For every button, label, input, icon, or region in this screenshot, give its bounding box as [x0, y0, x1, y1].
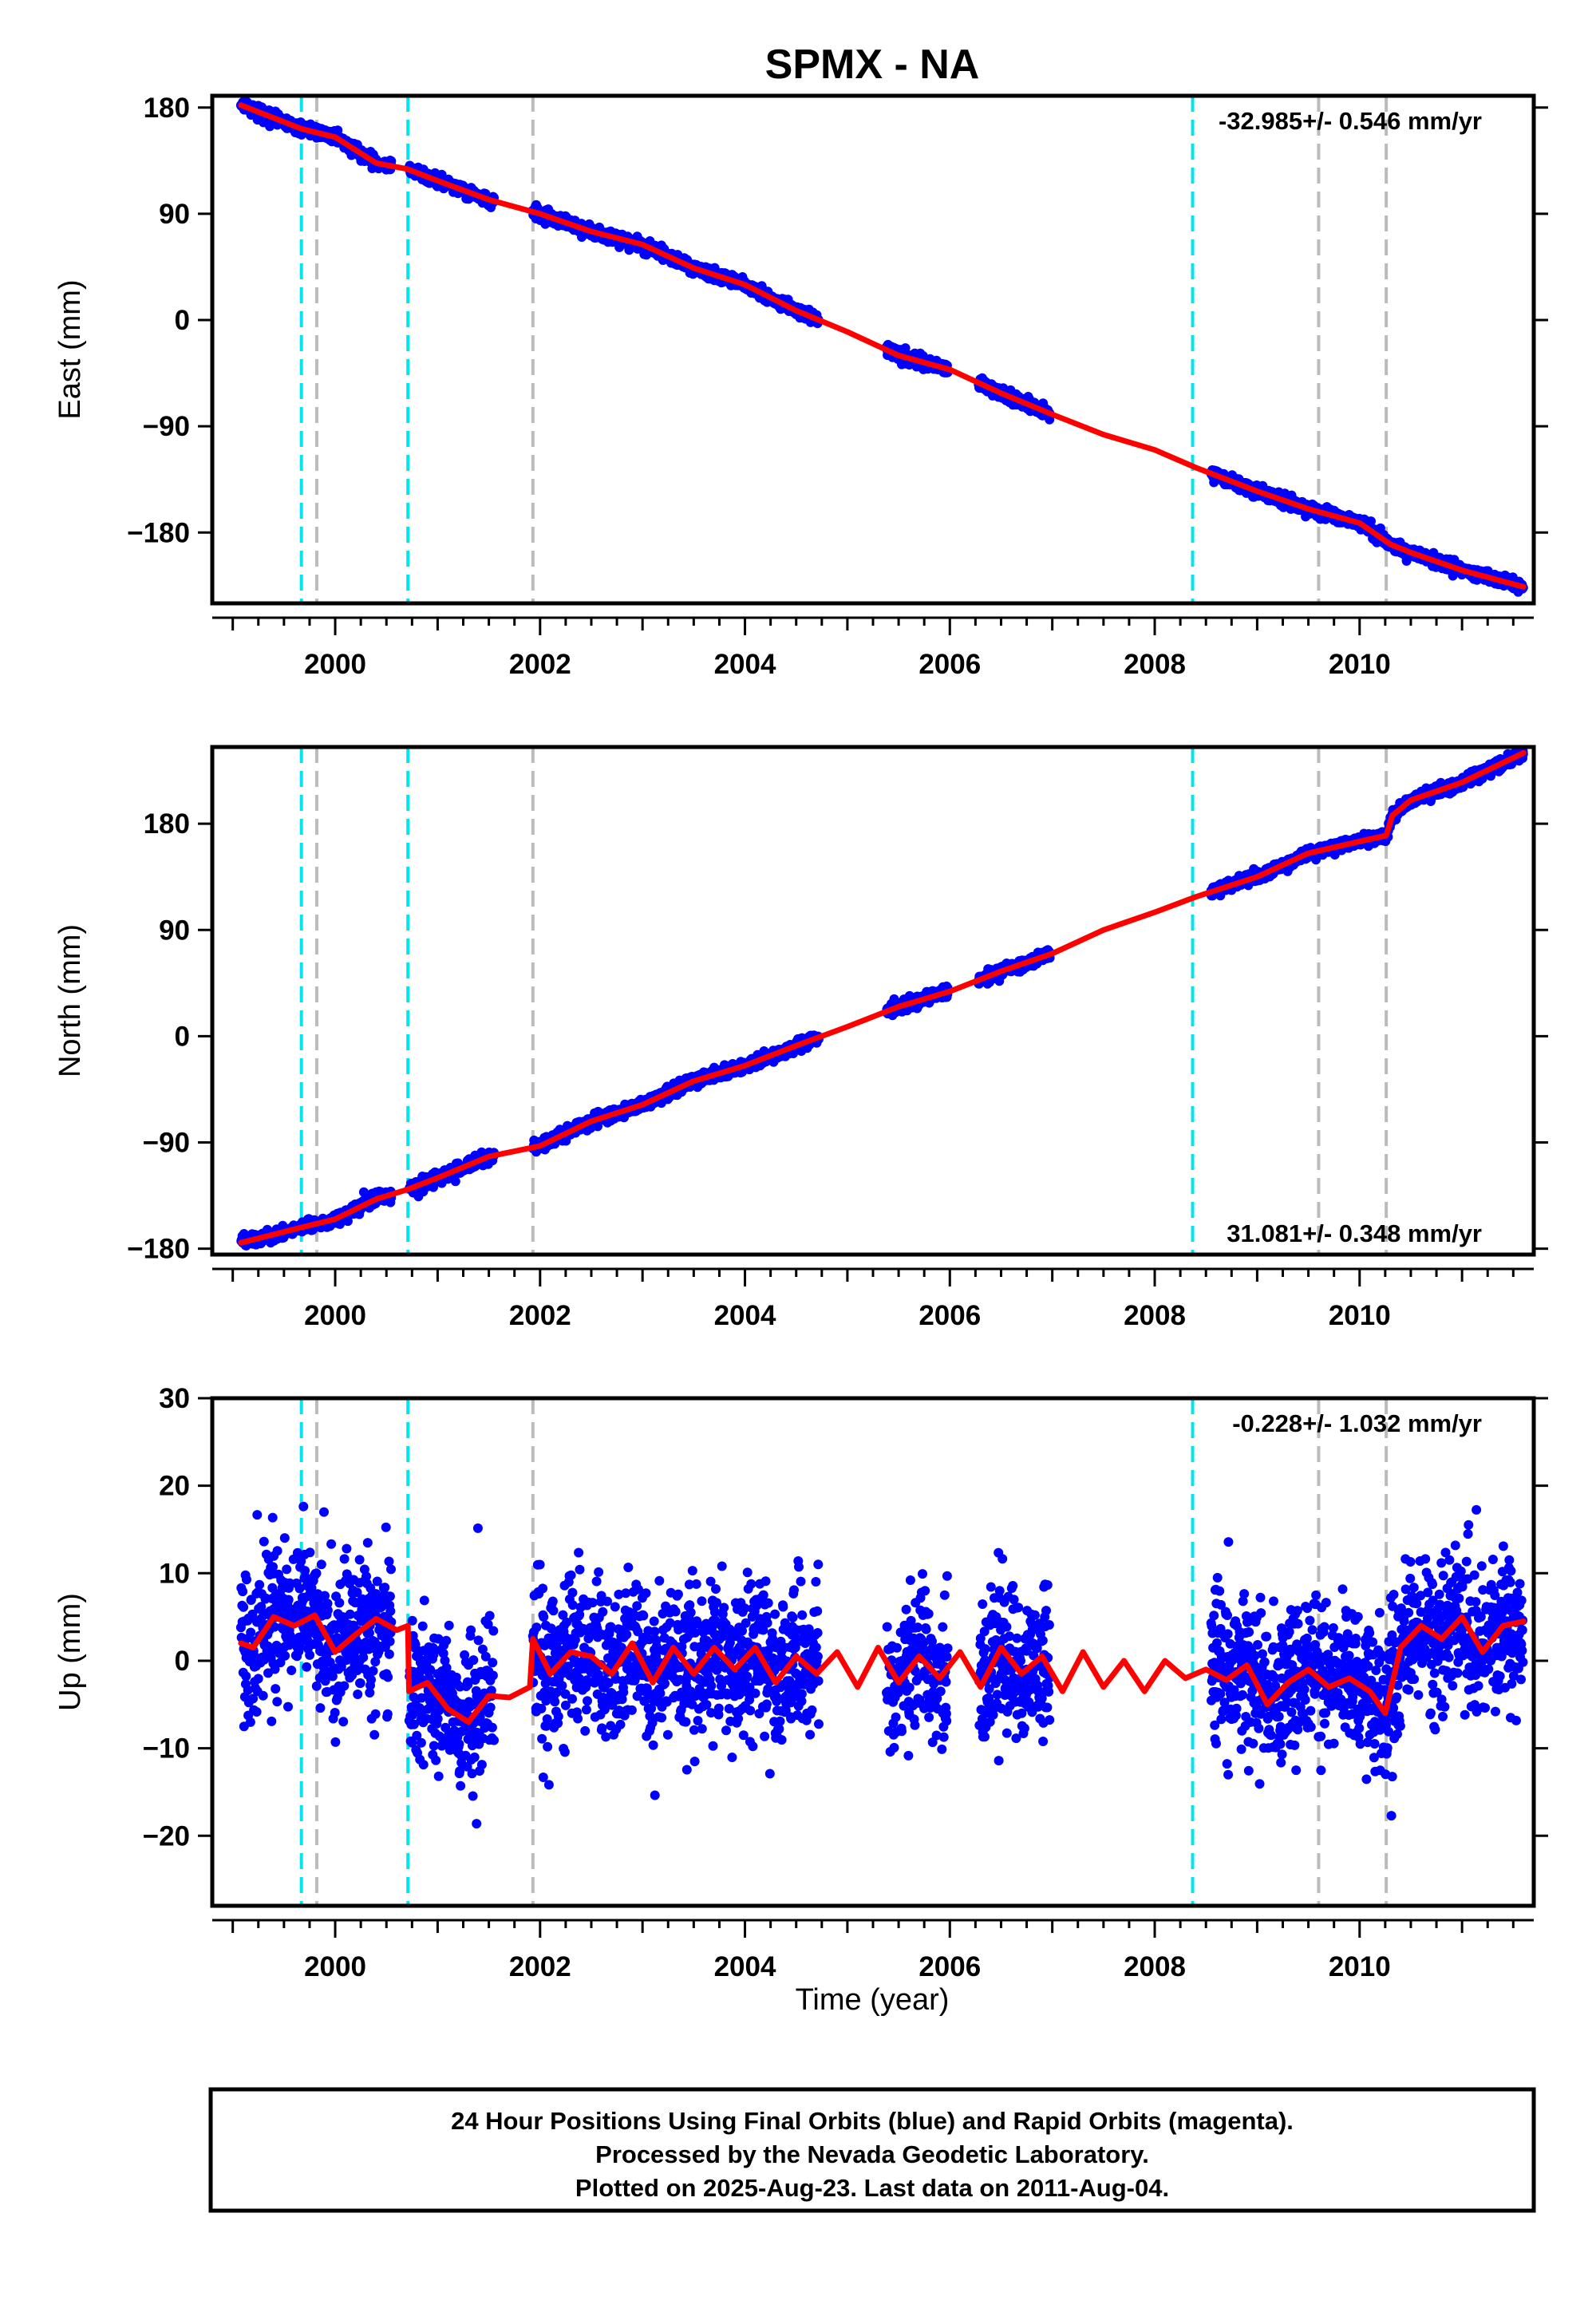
panels-container: 180 90 0 −90 −180 2000 2002 2004 2006 2008 2010 Eas…	[53, 93, 1548, 1982]
data-point	[900, 343, 911, 354]
model-curve	[238, 102, 1527, 590]
rate-annotation: -32.985+/- 0.546 mm/yr	[1219, 107, 1482, 135]
x-tick-label: 2006	[918, 649, 981, 680]
y-tick-label: −180	[127, 517, 190, 548]
y-tick-label: 90	[159, 199, 190, 230]
y-tick-label: 180	[144, 93, 190, 124]
panel-frame	[210, 93, 1536, 606]
data-point	[450, 1176, 460, 1187]
x-tick-label: 2004	[714, 649, 776, 680]
y-axis-label: East (mm)	[53, 279, 87, 419]
x-tick-label: 2010	[1329, 649, 1391, 680]
scatter-series	[236, 747, 1528, 1251]
panel-east: 180 90 0 −90 −180 2000 2002 2004 2006 2008 2010 Eas…	[53, 93, 1548, 680]
y-tick-label: 0	[175, 305, 190, 336]
y-tick-label: −90	[143, 411, 190, 442]
x-tick-label: 2008	[1124, 649, 1186, 680]
x-tick-label: 2002	[509, 649, 571, 680]
chart-title: SPMX - NA	[765, 41, 980, 88]
data-point	[1366, 516, 1376, 527]
x-tick-label: 2000	[304, 649, 366, 680]
